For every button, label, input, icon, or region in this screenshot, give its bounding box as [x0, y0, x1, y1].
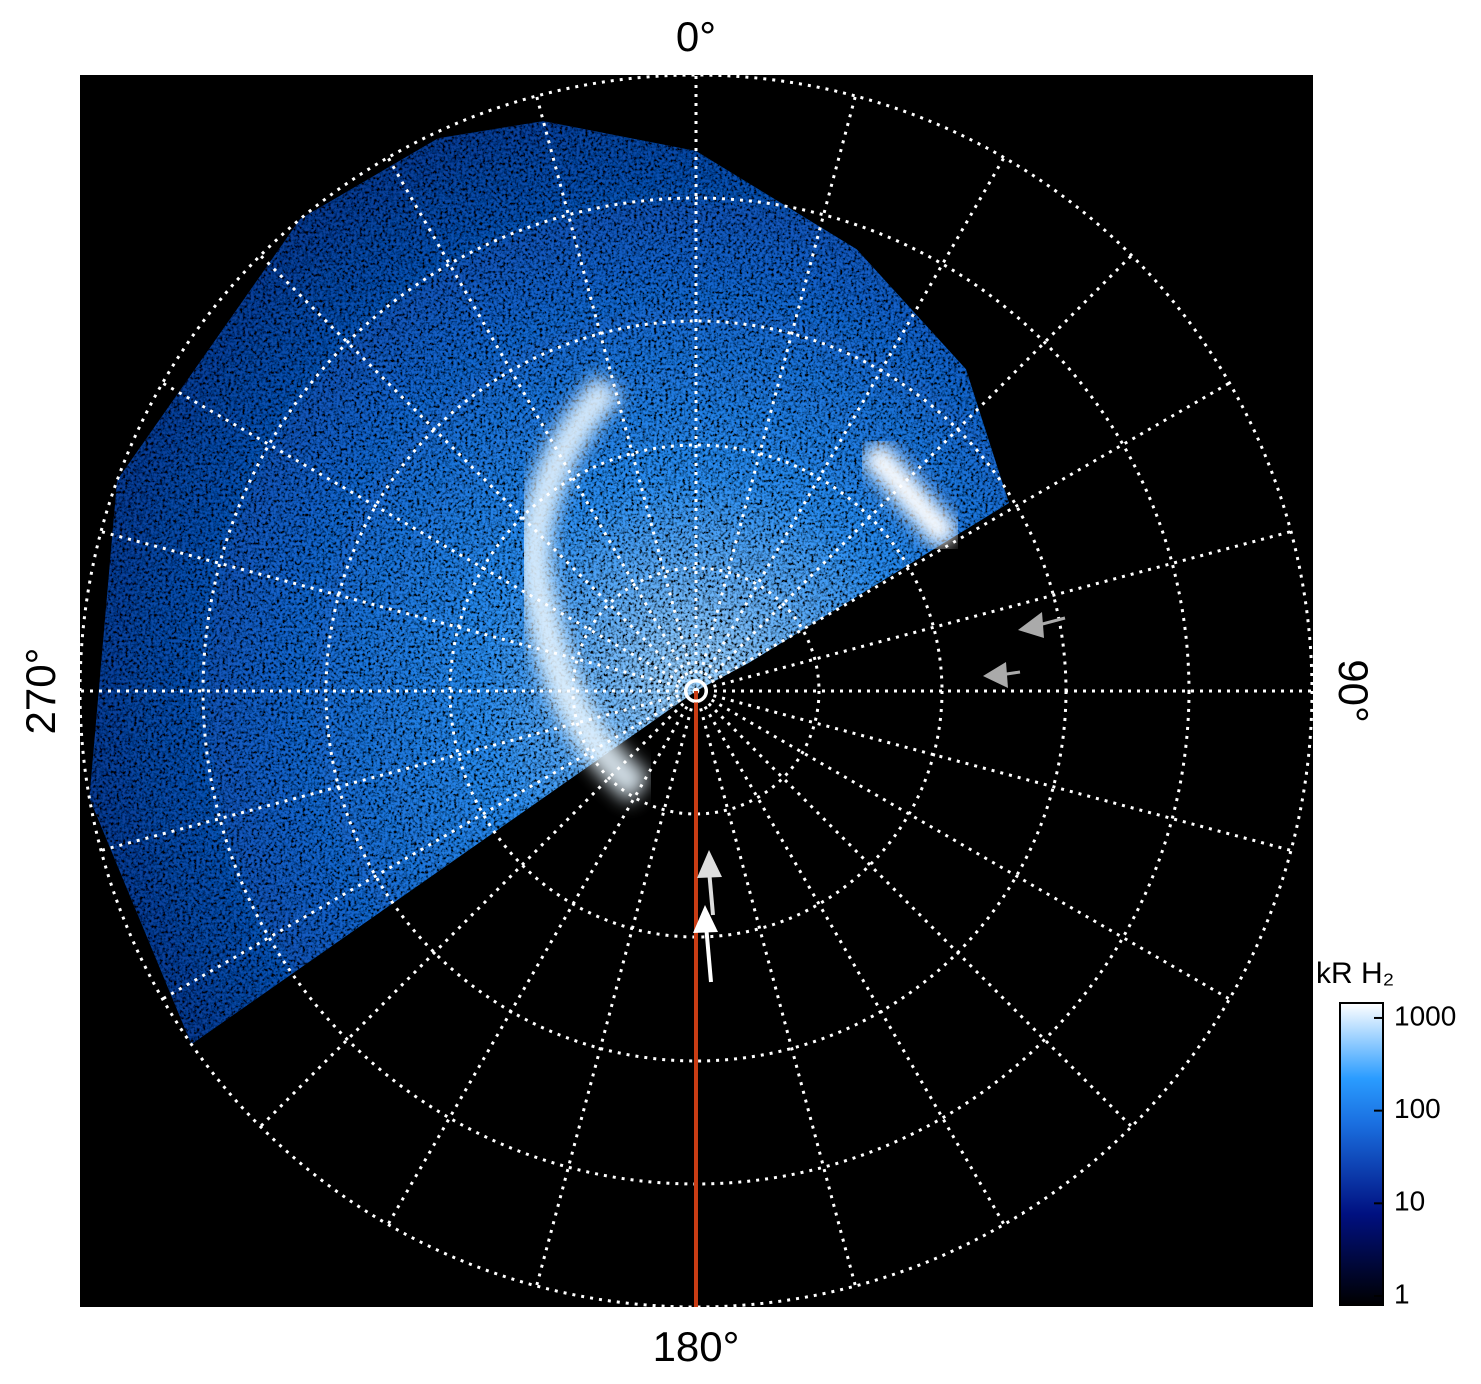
- pole-marker: [684, 679, 708, 703]
- left-label: 270°: [17, 648, 64, 735]
- colorbar-title: kR H₂: [1316, 957, 1394, 990]
- longitude-line: [161, 381, 697, 693]
- oval-dawn: [859, 439, 961, 551]
- longitude-line: [386, 156, 698, 692]
- colorbar-ticks: 1 10 100 1000: [1374, 1000, 1456, 1309]
- longitude-line: [695, 381, 1231, 693]
- right-label: 90°: [1330, 659, 1377, 723]
- latitude-circle: [78, 73, 1314, 1309]
- longitude-line: [694, 156, 1006, 692]
- longitude-line: [100, 530, 697, 693]
- longitude-line: [259, 254, 698, 693]
- top-label: 0°: [676, 13, 716, 60]
- longitude-line: [259, 689, 698, 1128]
- colorbar-tick-label: 100: [1394, 1093, 1441, 1124]
- colorbar-tick-label: 1000: [1394, 1000, 1456, 1031]
- colorbar-tick-label: 10: [1394, 1186, 1425, 1217]
- longitude-line: [100, 689, 697, 852]
- bottom-label: 180°: [653, 1323, 740, 1370]
- colorbar: [1339, 1002, 1384, 1306]
- longitude-line: [694, 254, 1133, 693]
- longitude-line: [695, 689, 1231, 1001]
- longitude-line: [694, 690, 1006, 1226]
- longitude-line: [161, 689, 697, 1001]
- longitude-line: [694, 95, 857, 692]
- longitude-line: [695, 530, 1292, 693]
- colorbar-tick-label: 1: [1394, 1278, 1410, 1309]
- longitude-line: [694, 690, 857, 1287]
- longitude-line: [535, 95, 698, 692]
- longitude-line: [535, 690, 698, 1287]
- latitude-circle: [571, 566, 821, 816]
- longitude-line: [695, 689, 1292, 852]
- polar-grid: [78, 73, 1314, 1309]
- longitude-line: [694, 689, 1133, 1128]
- arrows: [693, 612, 1066, 983]
- longitude-line: [386, 690, 698, 1226]
